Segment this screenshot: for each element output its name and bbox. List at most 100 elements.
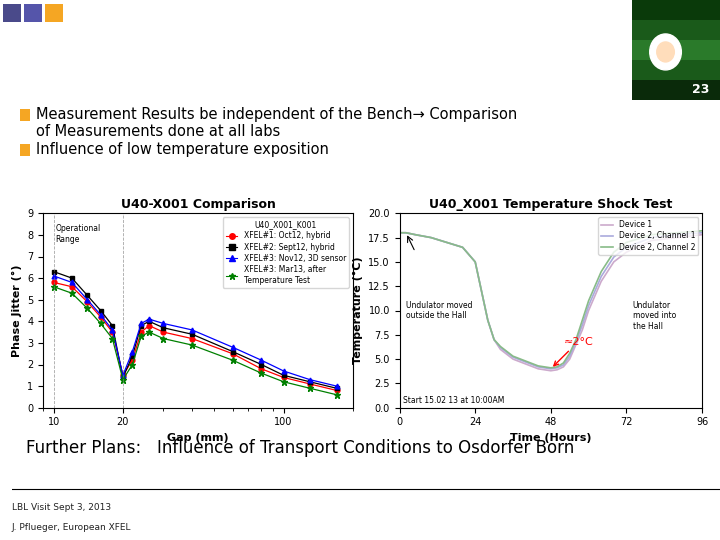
- Title: U40-X001 Comparison: U40-X001 Comparison: [120, 198, 276, 211]
- Device 2, Channel 2: [698, 227, 706, 234]
- Device 1: [496, 346, 505, 353]
- Device 1: [484, 317, 492, 323]
- Device 1: [698, 232, 706, 238]
- Device 1: [585, 307, 593, 314]
- Device 2, Channel 2: [559, 360, 568, 366]
- Bar: [632, 20, 720, 40]
- Device 1: [459, 244, 467, 251]
- Device 2, Channel 2: [427, 234, 436, 241]
- Title: U40_X001 Temperature Shock Test: U40_X001 Temperature Shock Test: [429, 198, 672, 211]
- Device 2, Channel 2: [546, 364, 555, 371]
- Device 1: [521, 361, 530, 367]
- Device 2, Channel 1: [578, 322, 587, 328]
- Text: Undulator
moved into
the Hall: Undulator moved into the Hall: [633, 301, 676, 330]
- Bar: [45, 4, 63, 22]
- Text: Undulator moved
outside the Hall: Undulator moved outside the Hall: [406, 301, 472, 320]
- Device 2, Channel 2: [490, 336, 498, 343]
- Device 1: [578, 327, 587, 333]
- Device 2, Channel 1: [477, 288, 486, 294]
- Device 2, Channel 1: [585, 302, 593, 309]
- Device 1: [572, 341, 580, 348]
- Device 1: [647, 237, 656, 244]
- Legend: XFEL#1: Oct12, hybrid, XFEL#2: Sept12, hybrid, XFEL#3: Nov12, 3D sensor, XFEL#3:: XFEL#1: Oct12, hybrid, XFEL#2: Sept12, h…: [223, 217, 349, 288]
- Device 2, Channel 2: [534, 363, 543, 369]
- Device 2, Channel 2: [585, 298, 593, 304]
- Device 1: [471, 259, 480, 265]
- Device 2, Channel 1: [459, 244, 467, 251]
- Device 2, Channel 2: [521, 358, 530, 365]
- Text: Operational
Range: Operational Range: [55, 224, 101, 244]
- Text: European: European: [5, 28, 52, 38]
- X-axis label: Time (Hours): Time (Hours): [510, 433, 592, 443]
- Text: Comparison of Magnetic Results: Comparison of Magnetic Results: [132, 45, 562, 69]
- Device 2, Channel 1: [553, 364, 562, 371]
- Bar: [632, 80, 720, 100]
- Text: LBL Visit Sept 3, 2013: LBL Visit Sept 3, 2013: [12, 503, 111, 512]
- Text: ≈2°C: ≈2°C: [554, 336, 593, 366]
- Device 2, Channel 2: [503, 348, 511, 355]
- Device 1: [508, 356, 517, 362]
- Text: 23: 23: [687, 81, 706, 95]
- Device 2, Channel 1: [443, 239, 451, 246]
- Device 2, Channel 2: [597, 268, 606, 275]
- Device 2, Channel 2: [672, 230, 681, 236]
- Bar: [632, 60, 720, 80]
- Device 1: [503, 351, 511, 357]
- Device 2, Channel 1: [565, 353, 574, 360]
- Device 2, Channel 1: [503, 349, 511, 355]
- Device 1: [610, 259, 618, 265]
- Bar: [3, 4, 21, 22]
- Device 1: [534, 366, 543, 372]
- Device 2, Channel 2: [402, 230, 410, 236]
- Device 2, Channel 1: [427, 234, 436, 241]
- Device 2, Channel 1: [672, 232, 681, 238]
- Device 2, Channel 2: [508, 353, 517, 360]
- Device 2, Channel 1: [490, 336, 498, 343]
- Text: J. Pflueger, European XFEL: J. Pflueger, European XFEL: [12, 523, 131, 531]
- Device 2, Channel 1: [647, 234, 656, 241]
- Device 1: [565, 356, 574, 362]
- Device 2, Channel 1: [521, 359, 530, 365]
- Bar: [632, 40, 720, 60]
- Device 2, Channel 1: [559, 362, 568, 368]
- Device 1: [411, 232, 420, 238]
- Text: XFEL: XFEL: [5, 45, 66, 65]
- Device 1: [395, 230, 404, 236]
- Device 2, Channel 1: [572, 339, 580, 345]
- Y-axis label: Phase Jitter (°): Phase Jitter (°): [12, 264, 22, 357]
- Device 1: [546, 368, 555, 374]
- Device 2, Channel 1: [546, 366, 555, 372]
- Device 2, Channel 2: [578, 317, 587, 323]
- Device 2, Channel 1: [496, 344, 505, 350]
- Device 1: [559, 363, 568, 370]
- Device 2, Channel 2: [565, 350, 574, 356]
- Device 1: [672, 234, 681, 241]
- Bar: [632, 0, 720, 20]
- Bar: [24, 4, 42, 22]
- Device 2, Channel 1: [411, 232, 420, 238]
- Device 2, Channel 1: [402, 230, 410, 236]
- Device 2, Channel 1: [395, 230, 404, 236]
- X-axis label: Gap (mm): Gap (mm): [167, 433, 229, 443]
- Device 1: [443, 239, 451, 246]
- Text: 23: 23: [692, 83, 709, 96]
- Device 2, Channel 2: [496, 343, 505, 350]
- Device 2, Channel 1: [622, 244, 631, 251]
- Device 2, Channel 2: [471, 259, 480, 265]
- Device 1: [490, 336, 498, 343]
- Text: Status of Undulator Systems: Status of Undulator Systems: [130, 12, 259, 21]
- Circle shape: [657, 42, 675, 62]
- Device 1: [597, 278, 606, 285]
- Device 1: [427, 234, 436, 241]
- Legend: Device 1, Device 2, Channel 1, Device 2, Channel 2: Device 1, Device 2, Channel 1, Device 2,…: [598, 217, 698, 255]
- Bar: [19, 109, 30, 121]
- Line: Device 1: Device 1: [400, 233, 702, 371]
- Text: Influence of low temperature exposition: Influence of low temperature exposition: [36, 143, 329, 157]
- Device 2, Channel 2: [572, 336, 580, 343]
- Device 2, Channel 1: [471, 259, 480, 265]
- Device 2, Channel 2: [622, 239, 631, 246]
- Device 2, Channel 1: [597, 273, 606, 280]
- Device 2, Channel 2: [647, 232, 656, 238]
- Device 1: [553, 367, 562, 373]
- Device 2, Channel 1: [698, 230, 706, 236]
